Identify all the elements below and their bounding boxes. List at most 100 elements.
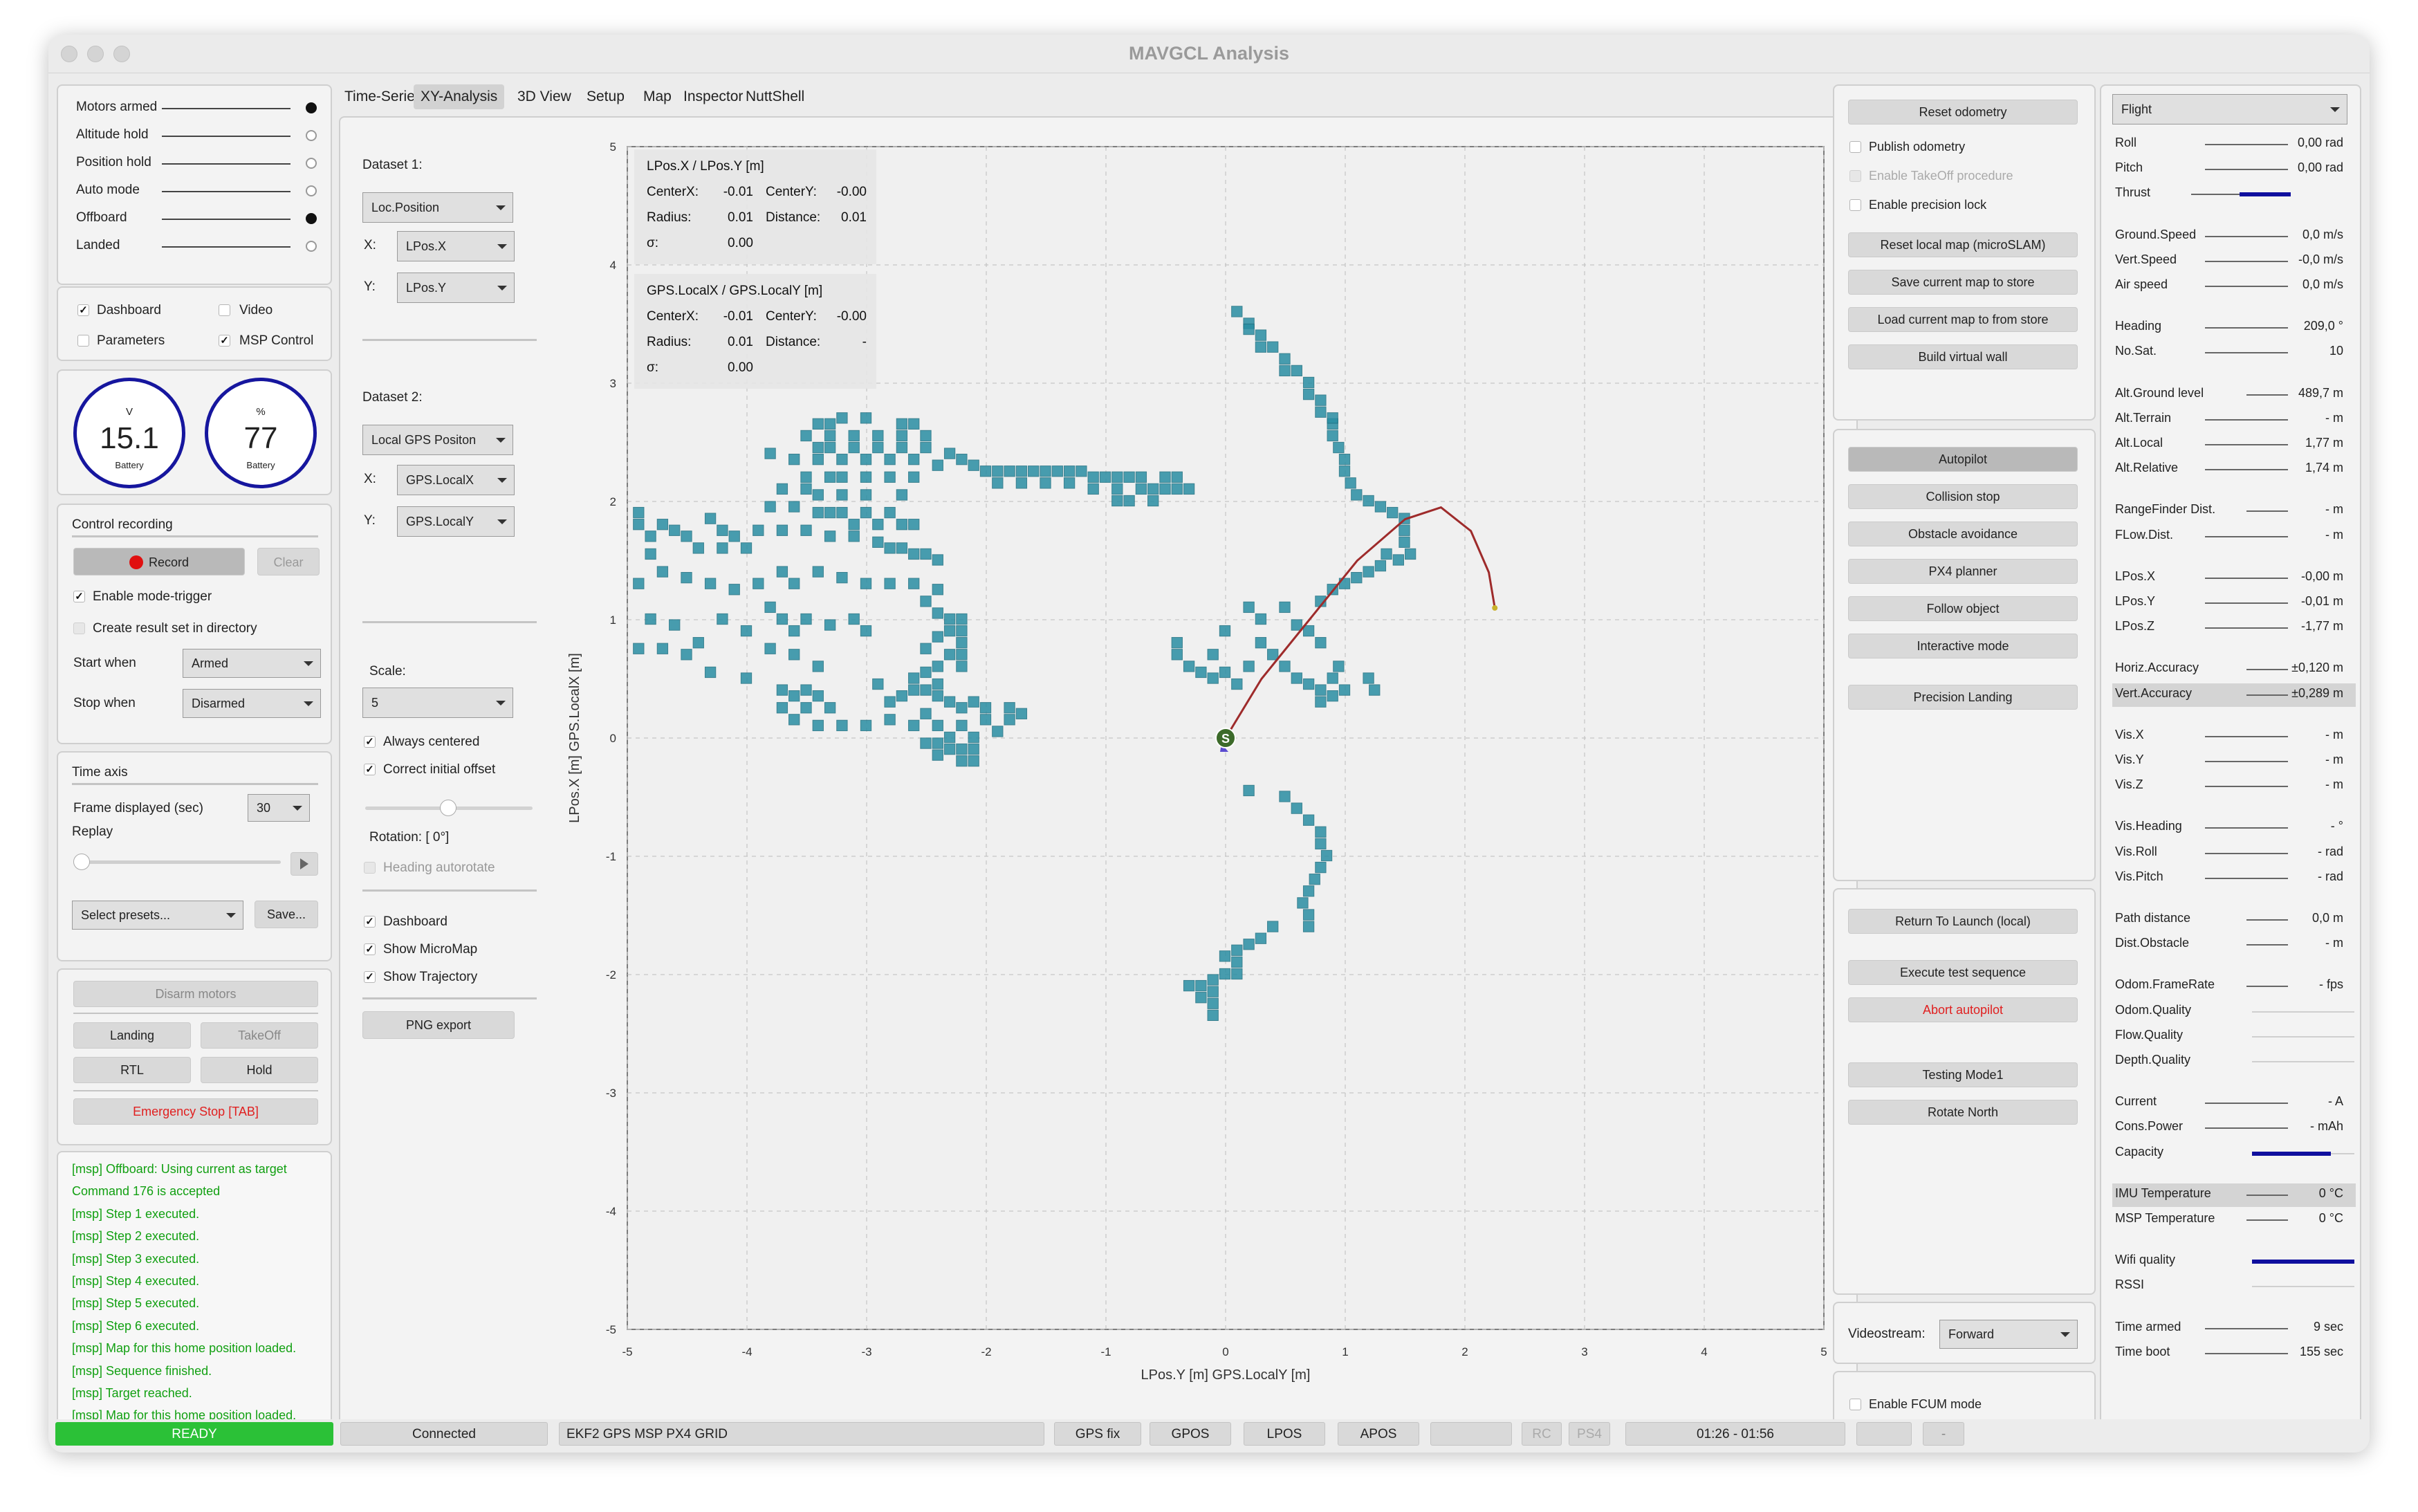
interactive-mode-button[interactable]: Interactive mode — [1848, 634, 2078, 658]
tab-inspector[interactable]: Inspector — [683, 89, 744, 104]
obstacle-cell — [1399, 536, 1410, 548]
rtl-local-button[interactable]: Return To Launch (local) — [1848, 909, 2078, 934]
obstacle-cell — [1327, 412, 1338, 424]
video-checkbox[interactable] — [219, 304, 230, 316]
separator — [72, 535, 318, 537]
log-entry: Command 176 is accepted — [72, 1184, 221, 1199]
tab-3d-view[interactable]: 3D View — [517, 89, 571, 104]
videostream-select[interactable]: Forward — [1939, 1320, 2078, 1349]
telemetry-line — [2205, 1327, 2288, 1329]
rtl-button[interactable]: RTL — [73, 1057, 191, 1083]
save-presets-button[interactable]: Save... — [255, 901, 318, 928]
minimize-window-button[interactable] — [87, 46, 104, 62]
mode-label: Auto mode — [76, 183, 140, 197]
scale-select[interactable]: 5 — [362, 688, 513, 718]
clear-button[interactable]: Clear — [257, 548, 320, 575]
obstacle-cell — [788, 625, 800, 637]
save-map-button[interactable]: Save current map to store — [1848, 270, 2078, 295]
show-micromap-checkbox[interactable]: ✓ — [364, 943, 376, 955]
telemetry-label: Alt.Local — [2115, 436, 2163, 450]
obstacle-avoidance-button[interactable]: Obstacle avoidance — [1848, 522, 2078, 546]
autopilot-button[interactable]: Autopilot — [1848, 447, 2078, 472]
tab-setup[interactable]: Setup — [587, 89, 625, 104]
show-trajectory-checkbox[interactable]: ✓ — [364, 971, 376, 983]
obstacle-cell — [932, 661, 943, 672]
always-centered-checkbox[interactable]: ✓ — [364, 736, 376, 748]
obstacle-cell — [992, 477, 1004, 489]
tab-map[interactable]: Map — [643, 89, 672, 104]
emergency-stop-button[interactable]: Emergency Stop [TAB] — [73, 1098, 318, 1125]
landing-button[interactable]: Landing — [73, 1022, 191, 1049]
abort-autopilot-button[interactable]: Abort autopilot — [1848, 997, 2078, 1022]
build-wall-button[interactable]: Build virtual wall — [1848, 344, 2078, 369]
dataset2-y-select[interactable]: GPS.LocalY — [397, 506, 515, 537]
obstacle-cell — [704, 513, 717, 524]
px4-planner-button[interactable]: PX4 planner — [1848, 559, 2078, 584]
execute-test-button[interactable]: Execute test sequence — [1848, 960, 2078, 985]
dataset1-y-select[interactable]: LPos.Y — [397, 273, 515, 303]
load-map-button[interactable]: Load current map to from store — [1848, 307, 2078, 332]
enable-fcum-checkbox[interactable] — [1849, 1399, 1861, 1410]
reset-local-map-button[interactable]: Reset local map (microSLAM) — [1848, 232, 2078, 257]
takeoff-button[interactable]: TakeOff — [201, 1022, 318, 1049]
rotation-slider-handle[interactable] — [440, 800, 456, 816]
frame-displayed-label: Frame displayed (sec) — [73, 801, 203, 815]
dataset2-source-select[interactable]: Local GPS Positon — [362, 425, 513, 455]
collision-stop-button[interactable]: Collision stop — [1848, 484, 2078, 509]
record-button[interactable]: Record — [73, 548, 245, 575]
follow-object-button[interactable]: Follow object — [1848, 596, 2078, 621]
png-export-button[interactable]: PNG export — [362, 1011, 515, 1039]
y-axis-label: LPos.X [m] GPS.LocalX [m] — [567, 653, 582, 823]
play-button[interactable] — [290, 852, 318, 876]
enable-mode-trigger-checkbox[interactable]: ✓ — [73, 591, 85, 602]
enable-precision-lock-checkbox[interactable] — [1849, 199, 1861, 211]
obstacle-cell — [728, 584, 740, 596]
dashboard-checkbox[interactable]: ✓ — [77, 304, 89, 316]
presets-select[interactable]: Select presets... — [72, 901, 243, 930]
hold-button[interactable]: Hold — [201, 1057, 318, 1083]
replay-slider-track[interactable] — [79, 860, 281, 864]
enable-takeoff-checkbox[interactable] — [1849, 170, 1861, 182]
msp-control-label: MSP Control — [239, 333, 314, 348]
dataset1-source-select[interactable]: Loc.Position — [362, 192, 513, 223]
publish-odometry-checkbox[interactable] — [1849, 141, 1861, 153]
reset-odometry-button[interactable]: Reset odometry — [1848, 100, 2078, 125]
obstacle-cell — [884, 506, 896, 519]
telemetry-line — [2205, 877, 2288, 879]
telemetry-line — [2205, 286, 2288, 287]
dataset1-x-select[interactable]: LPos.X — [397, 231, 515, 261]
heading-autorotate-checkbox[interactable] — [364, 862, 376, 874]
show-dashboard-checkbox[interactable]: ✓ — [364, 916, 376, 928]
obstacle-cell — [1004, 702, 1015, 714]
flight-mode-select[interactable]: Flight — [2112, 94, 2347, 125]
replay-slider-handle[interactable] — [73, 854, 90, 870]
dataset2-x-select[interactable]: GPS.LocalX — [397, 465, 515, 495]
parameters-checkbox[interactable] — [77, 335, 89, 347]
stop-when-select[interactable]: Disarmed — [183, 689, 321, 718]
close-window-button[interactable] — [61, 46, 77, 62]
rotate-north-button[interactable]: Rotate North — [1848, 1100, 2078, 1125]
obstacle-cell — [932, 737, 943, 749]
disarm-motors-button[interactable]: Disarm motors — [73, 981, 318, 1007]
tab-xy-analysis[interactable]: XY-Analysis — [414, 84, 505, 109]
obstacle-cell — [1363, 672, 1374, 684]
connected-status: Connected — [340, 1422, 548, 1446]
telemetry-label: RSSI — [2115, 1278, 2145, 1292]
tab-nuttshell[interactable]: NuttShell — [746, 89, 805, 104]
parameters-label: Parameters — [97, 333, 165, 348]
precision-landing-button[interactable]: Precision Landing — [1848, 685, 2078, 710]
xy-plot[interactable]: -5 5 -4 4 -3 3 -2 2 -1 1 0 0 1 -1 2 -2 3 -3 4 -4 5 -5 LPos.Y [… — [548, 133, 1848, 1433]
create-result-checkbox[interactable] — [73, 623, 85, 634]
y-tick-label: -5 — [606, 1323, 616, 1336]
create-result-label: Create result set in directory — [93, 621, 257, 636]
testing-mode-button[interactable]: Testing Mode1 — [1848, 1062, 2078, 1087]
correct-offset-checkbox[interactable]: ✓ — [364, 764, 376, 775]
mode-line — [162, 219, 290, 220]
zoom-window-button[interactable] — [113, 46, 130, 62]
stats-background — [634, 149, 876, 264]
msp-control-checkbox[interactable]: ✓ — [219, 335, 230, 347]
frame-displayed-select[interactable]: 30 — [248, 794, 310, 822]
lpos-status: LPOS — [1244, 1422, 1325, 1446]
start-when-select[interactable]: Armed — [183, 649, 321, 678]
tab-time-series[interactable]: Time-Series — [344, 89, 423, 104]
